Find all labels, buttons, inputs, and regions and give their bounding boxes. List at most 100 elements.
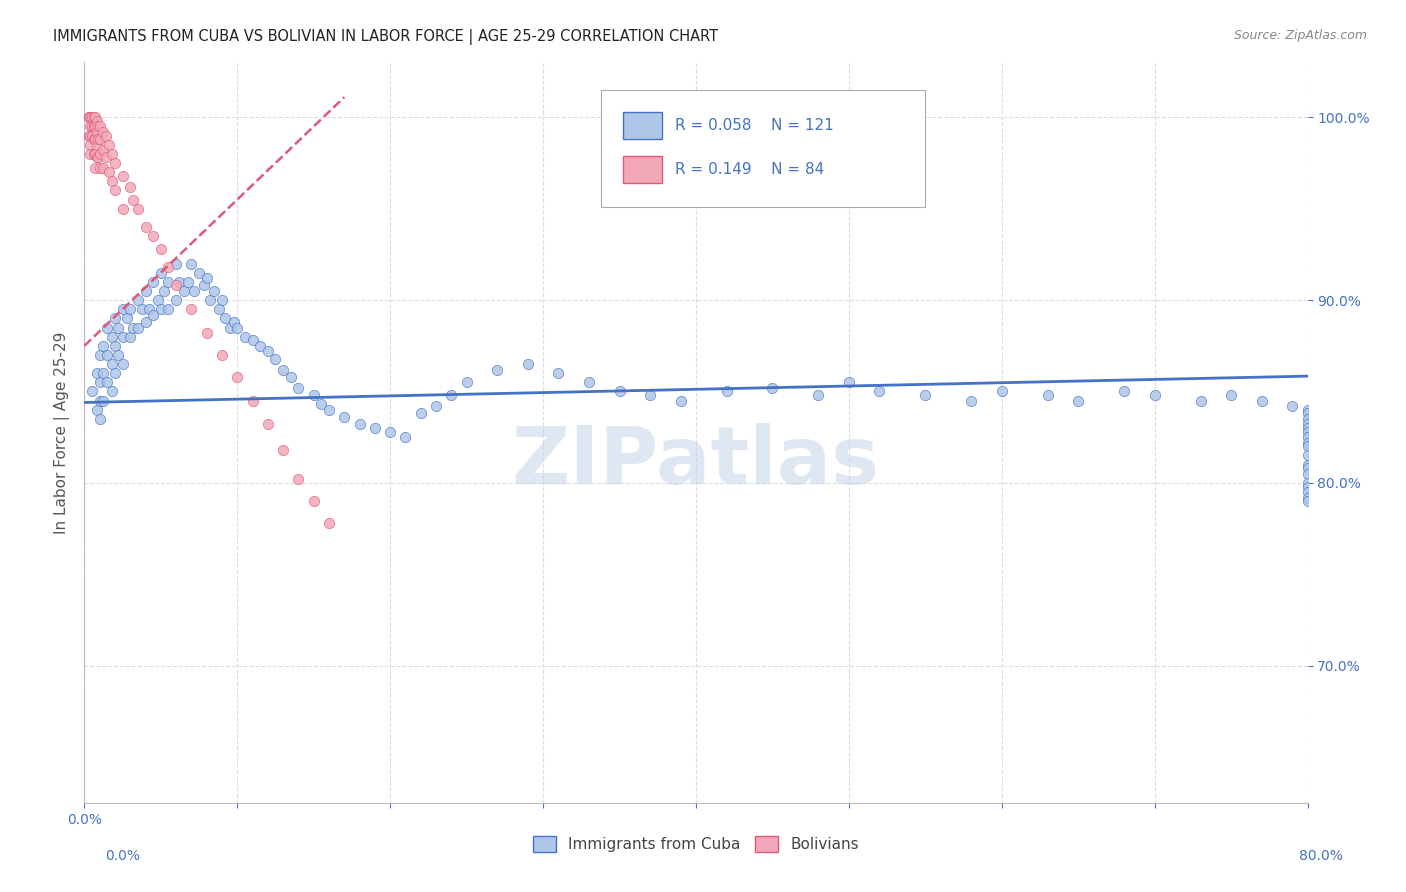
Point [84,161,107,176]
Point [547,366,569,380]
Point [364,421,387,435]
Point [83,132,105,146]
Point [83,146,105,161]
Point [183,284,205,298]
Point [91,125,114,139]
Point [211,348,233,362]
Point [89,120,111,134]
Point [89,146,111,161]
Point [226,369,249,384]
Text: IMMIGRANTS FROM CUBA VS BOLIVIAN IN LABOR FORCE | AGE 25-29 CORRELATION CHART: IMMIGRANTS FROM CUBA VS BOLIVIAN IN LABO… [53,29,718,45]
Point [79,110,101,124]
Point [914,388,936,402]
Point [716,384,738,399]
Point [349,417,371,432]
Point [242,393,264,408]
Point [869,384,891,399]
Point [1296,485,1319,500]
Point [84,120,107,134]
Point [79,146,101,161]
Point [107,320,129,334]
Point [153,284,176,298]
Point [960,393,983,408]
Point [146,293,169,307]
FancyBboxPatch shape [623,156,662,183]
Point [83,120,105,134]
Point [157,260,180,275]
Point [149,242,172,256]
Point [440,388,463,402]
Point [104,366,127,380]
Point [1296,425,1319,439]
Point [115,311,138,326]
Text: Source: ZipAtlas.com: Source: ZipAtlas.com [1233,29,1367,42]
Point [208,302,231,317]
Point [578,376,600,390]
Point [104,339,127,353]
Point [302,494,325,508]
Point [86,366,108,380]
Point [83,110,105,124]
Point [318,516,340,530]
Point [180,256,202,270]
Point [1036,388,1059,402]
Point [104,183,127,197]
Point [111,202,134,216]
Point [87,151,110,165]
Point [394,430,416,444]
Point [1281,399,1303,413]
Point [87,132,110,146]
Point [271,442,294,457]
Point [84,110,107,124]
Point [1296,417,1319,432]
Point [157,302,180,317]
Text: R = 0.149    N = 84: R = 0.149 N = 84 [675,162,824,178]
Point [86,151,108,165]
Point [89,393,111,408]
Point [86,137,108,152]
Text: R = 0.058    N = 121: R = 0.058 N = 121 [675,118,834,133]
FancyBboxPatch shape [623,112,662,138]
Point [89,161,111,176]
Point [333,410,356,425]
Point [86,402,108,417]
Point [111,302,134,317]
Point [1296,475,1319,490]
Point [638,388,661,402]
Point [96,320,118,334]
Point [149,266,172,280]
Point [838,376,860,390]
Point [173,284,195,298]
Point [86,114,108,128]
Point [165,278,187,293]
Point [122,193,145,207]
Point [89,412,111,426]
Point [1296,479,1319,493]
Point [111,357,134,371]
Point [669,393,692,408]
Point [131,302,153,317]
Point [157,275,180,289]
Point [1143,388,1166,402]
Point [97,165,120,179]
Point [280,369,302,384]
Point [1296,494,1319,508]
Point [127,320,149,334]
Text: ZIPatlas: ZIPatlas [512,423,880,501]
Point [120,179,142,194]
Point [257,417,280,432]
Point [97,137,120,152]
Point [409,406,432,420]
Point [120,329,142,343]
Point [1296,467,1319,481]
Point [202,284,225,298]
Point [127,293,149,307]
Point [80,110,103,124]
Point [425,399,447,413]
Legend: Immigrants from Cuba, Bolivians: Immigrants from Cuba, Bolivians [527,830,865,858]
Point [96,348,118,362]
Point [165,293,187,307]
Point [257,344,280,359]
Point [1296,402,1319,417]
Point [149,302,172,317]
